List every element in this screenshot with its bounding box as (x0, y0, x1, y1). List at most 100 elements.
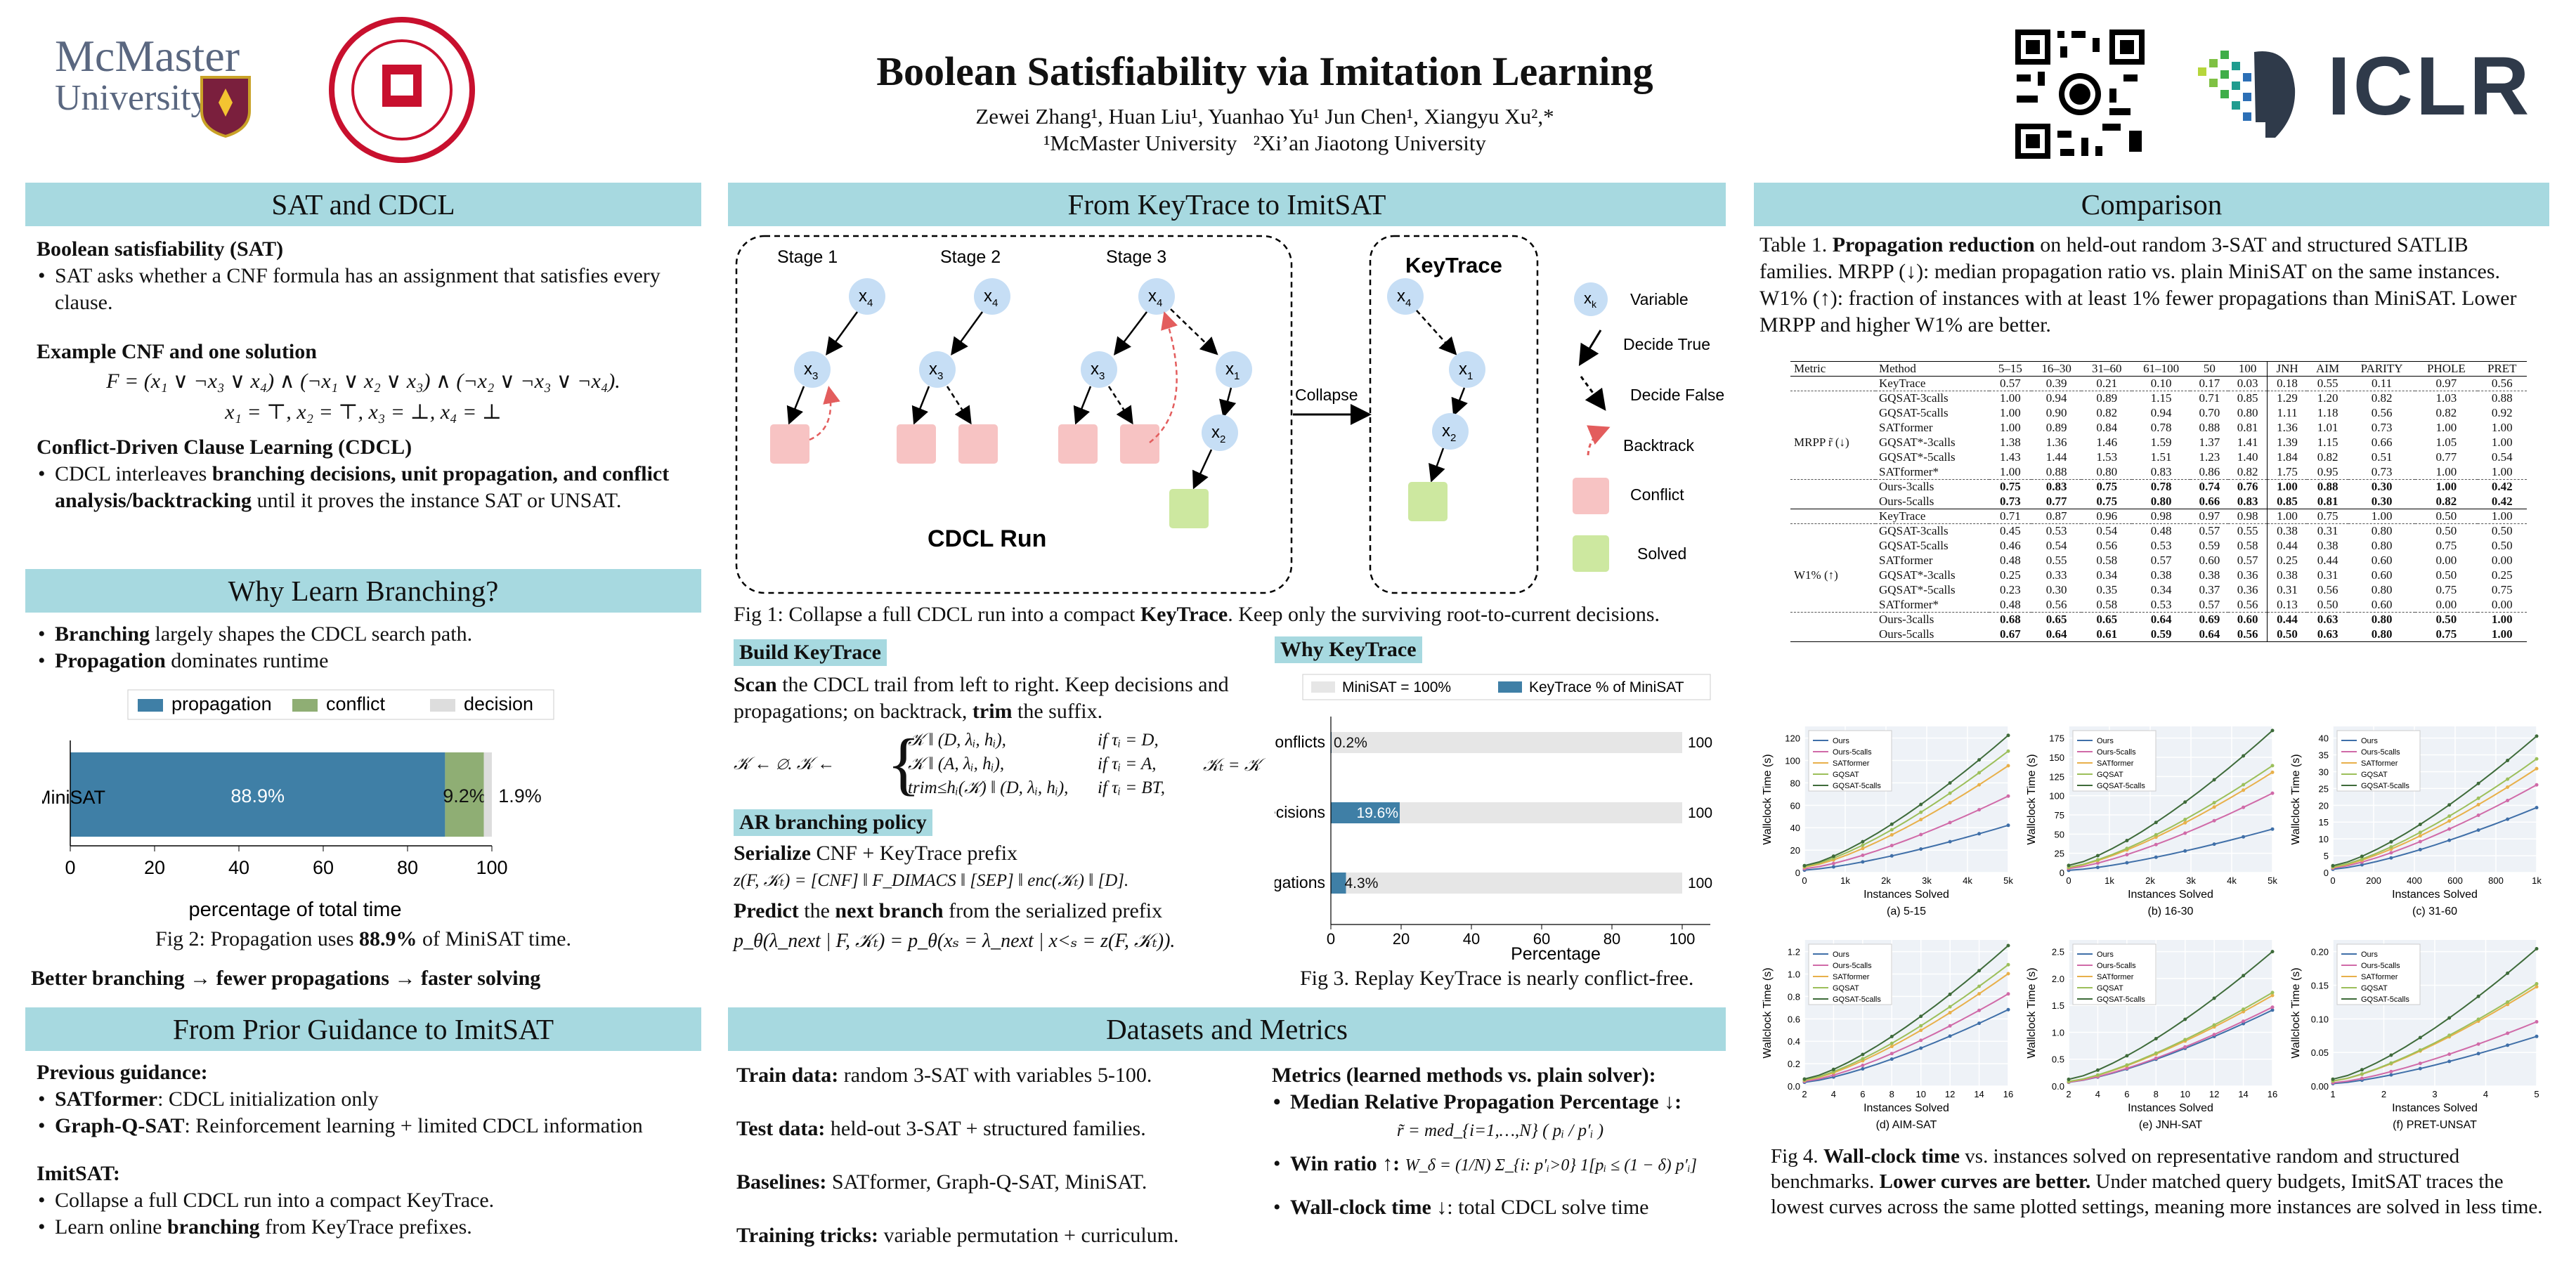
fig3-tick-label: 20 (1393, 930, 1410, 948)
table1-col-header: PARITY (2360, 362, 2403, 375)
series-point (2418, 823, 2422, 826)
table-cell: 0.98 (2150, 509, 2172, 523)
table-cell: 0.46 (1999, 539, 2021, 552)
legend-decide-false-icon (1580, 376, 1606, 411)
series-point (1919, 802, 1923, 806)
x-tick-label: 16 (2268, 1089, 2277, 1099)
table-cell: 0.89 (2096, 391, 2118, 405)
table-cell: 0.57 (2150, 554, 2172, 567)
series-point (1919, 1028, 1923, 1033)
series-point (2389, 845, 2393, 849)
series-point (2270, 1005, 2275, 1010)
series-point (2476, 814, 2480, 817)
table-cell: 1.00 (2435, 464, 2457, 478)
table-cell: 0.53 (2045, 524, 2067, 538)
case-1-cond: if τᵢ = D, (1098, 731, 1159, 750)
series-point (1889, 1035, 1894, 1038)
table1-col-header: JNH (2266, 361, 2308, 377)
fig3-category-conflicts: conflicts (1275, 733, 1325, 751)
table-cell: 1.00 (1999, 421, 2021, 434)
fig4-panel-0: 0 20 40 60 80 100 120 0 1k 2k 3k 4k 5k Wallclock Time… (1762, 726, 2013, 917)
series-line-GQSAT (1804, 750, 2009, 868)
table-cell: 1.00 (2491, 464, 2513, 478)
table-cell: 0.39 (2045, 377, 2067, 390)
series-point (2506, 777, 2510, 781)
fig2-bar-propagation (70, 752, 445, 837)
series-point (2006, 794, 2010, 798)
series-point (1948, 1034, 1952, 1038)
series-line-Ours (1804, 824, 2009, 871)
fig3-bar-minisat (1331, 732, 1682, 753)
fig3-chart: MiniSAT = 100% KeyTrace % of MiniSAT con… (1275, 674, 1712, 964)
decide-true-edge (1113, 311, 1147, 355)
table-cell: 0.48 (2150, 524, 2172, 538)
table1-header: Metric Method 5–15 16–30 31–60 61–100 50 100 JNH… (1790, 361, 2527, 377)
series-point (1948, 801, 1952, 805)
table-cell: 1.84 (2266, 450, 2308, 465)
series-point (1861, 839, 1865, 844)
predict-text: Predict the next branch from the seriali… (734, 899, 1163, 922)
series-point (2389, 1061, 2393, 1065)
table-cell: 0.80 (2150, 494, 2172, 508)
table-cell: 0.50 (2491, 524, 2513, 538)
fig2-label-propagation: 88.9% (230, 785, 285, 806)
y-tick-label: 0.20 (2311, 947, 2329, 958)
series-point (2242, 805, 2246, 809)
table-row: Ours-3calls 0.75 0.83 0.75 0.78 0.74 0.76 1.00 0… (1790, 479, 2527, 495)
table-cell: 1.40 (2237, 450, 2258, 464)
decide-true-edge (951, 311, 984, 356)
legend-entry: Ours (1833, 737, 1849, 745)
legend-conflict: Conflict (1630, 485, 1684, 504)
table-cell: 0.94 (2045, 391, 2067, 405)
series-point (2447, 1016, 2452, 1020)
series-point (2535, 1034, 2539, 1038)
legend-entry: GQSAT (2097, 771, 2123, 779)
x-tick-label: 14 (1974, 1089, 1984, 1099)
series-point (2476, 1052, 2480, 1056)
series-point (1919, 847, 1923, 851)
series-point (2006, 1007, 2010, 1012)
legend-backtrack-icon (1587, 425, 1611, 456)
table-cell: 1.36 (2045, 436, 2067, 449)
y-tick-label: 60 (1790, 800, 1800, 811)
series-point (1919, 1046, 1923, 1050)
case-2: 𝒦 ‖ (A, λᵢ, hᵢ), (908, 754, 1005, 773)
table-cell: 0.92 (2491, 406, 2513, 419)
fig2-tick-label: 20 (144, 857, 165, 878)
table-cell: 0.44 (2266, 612, 2308, 627)
series-point (1977, 808, 1982, 812)
fig3-tick-label: 0 (1327, 930, 1335, 948)
series-point (2418, 1048, 2422, 1052)
variable-node (1387, 278, 1424, 315)
series-point (2535, 734, 2539, 738)
x-tick-label: 2 (2066, 1089, 2071, 1099)
table-cell: 0.38 (2317, 539, 2338, 552)
y-tick-label: 100 (2049, 791, 2064, 802)
collapse-label: Collapse (1295, 386, 1358, 404)
case-init: 𝒦 ← ∅. 𝒦 ← (734, 754, 835, 773)
shield-icon (200, 76, 251, 138)
case-1: 𝒦 ‖ (D, λᵢ, hᵢ), (908, 731, 1006, 750)
table-cell: 0.56 (2096, 539, 2118, 552)
table-row: SATformer 1.00 0.89 0.84 0.78 0.88 0.81 1.36 1.0… (1790, 420, 2527, 436)
series-point (2476, 994, 2480, 998)
series-point (2476, 1017, 2480, 1021)
fig2-label-decision: 1.9% (498, 785, 542, 806)
cdcl-text: CDCL interleaves branching decisions, un… (37, 461, 690, 514)
table-cell: Ours-5calls (1879, 494, 1934, 508)
table-cell: 0.88 (2491, 391, 2513, 405)
table-cell: 0.58 (2237, 539, 2258, 552)
series-point (1948, 839, 1952, 844)
series-point (1977, 783, 1982, 787)
table-cell: 0.81 (2317, 494, 2338, 508)
series-line-Ours (2068, 828, 2273, 871)
x-tick-label: 200 (2366, 875, 2381, 886)
why-bullet-propagation: Propagation dominates runtime (37, 648, 690, 674)
table-cell: 1.00 (2266, 479, 2308, 495)
decide-true-edge (1073, 386, 1092, 425)
table-cell: 0.36 (2237, 583, 2258, 596)
decide-true-edge (1192, 449, 1213, 490)
series-line-Ours-5calls (1804, 795, 2009, 870)
